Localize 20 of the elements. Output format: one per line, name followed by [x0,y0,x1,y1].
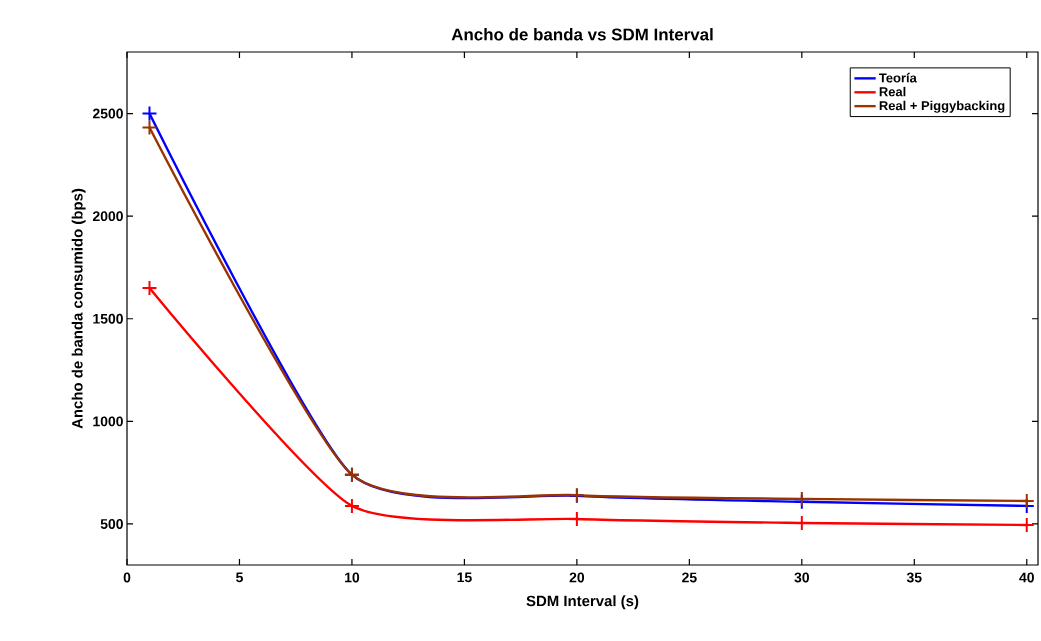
x-tick-label: 15 [457,572,472,583]
y-tick-label: 2000 [92,211,123,222]
x-axis-title: SDM Interval (s) [526,595,639,610]
x-tick-label: 40 [1019,572,1034,583]
y-axis-title: Ancho de banda consumido (bps) [71,188,86,429]
y-tick-label: 500 [100,519,123,529]
legend-label: Teoría [879,72,917,83]
chart-title: Ancho de banda vs SDM Interval [451,28,713,41]
x-tick-label: 5 [236,572,243,583]
x-tick-label: 35 [906,572,922,583]
x-tick-label: 25 [682,572,697,583]
x-tick-label: 0 [123,572,131,583]
x-tick-label: 20 [569,572,585,583]
x-tick-label: 30 [794,572,810,583]
y-tick-label: 2500 [92,108,123,119]
x-tick-label: 10 [345,572,360,583]
legend-label: Real [879,86,906,97]
legend-label: Real + Piggybacking [879,100,1005,113]
y-tick-label: 1000 [93,416,123,427]
y-tick-label: 1500 [93,313,123,324]
